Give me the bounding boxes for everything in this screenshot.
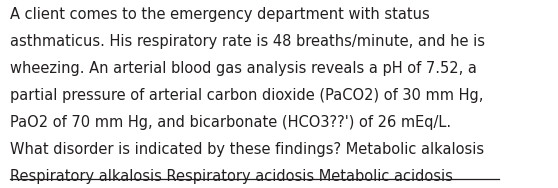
Text: asthmaticus. His respiratory rate is 48 breaths/minute, and he is: asthmaticus. His respiratory rate is 48 … [11, 34, 485, 49]
Text: wheezing. An arterial blood gas analysis reveals a pH of 7.52, a: wheezing. An arterial blood gas analysis… [11, 61, 477, 76]
Text: partial pressure of arterial carbon dioxide (PaCO2) of 30 mm Hg,: partial pressure of arterial carbon diox… [11, 88, 484, 103]
Text: Respiratory alkalosis Respiratory acidosis Metabolic acidosis: Respiratory alkalosis Respiratory acidos… [11, 169, 453, 183]
Text: PaO2 of 70 mm Hg, and bicarbonate (HCO3??') of 26 mEq/L.: PaO2 of 70 mm Hg, and bicarbonate (HCO3?… [11, 115, 451, 130]
Text: What disorder is indicated by these findings? Metabolic alkalosis: What disorder is indicated by these find… [11, 142, 484, 157]
Text: A client comes to the emergency department with status: A client comes to the emergency departme… [11, 7, 430, 22]
